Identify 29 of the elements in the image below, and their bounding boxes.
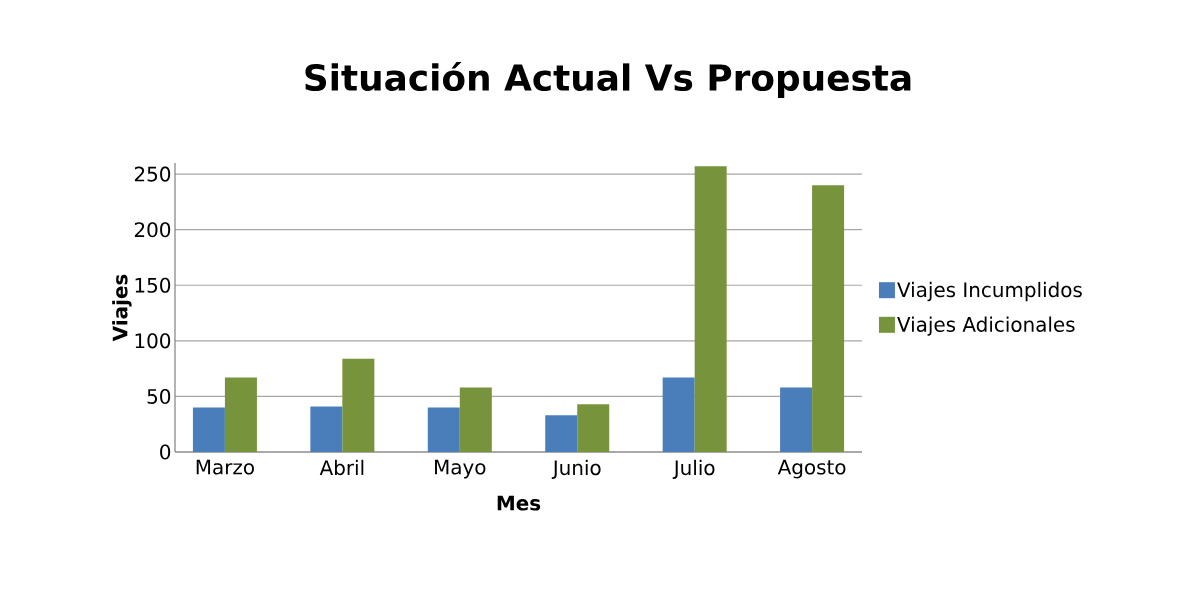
y-tick-label: 200 [134,222,171,238]
bar [310,406,343,452]
bar [577,404,610,452]
bar [780,387,813,452]
bar [545,415,578,452]
bar [427,407,460,452]
x-tick-label: Mayo [435,459,486,479]
x-tick-label: Agosto [777,459,846,479]
y-axis-title: Viajes [112,274,132,342]
bar [459,387,492,452]
y-tick-label: 250 [134,166,171,182]
x-axis-title: Mes [497,495,541,511]
y-tick-label: 50 [147,388,171,404]
bar [342,358,375,452]
y-tick-label: 0 [160,444,171,460]
y-tick-label: 150 [135,277,171,293]
x-tick-label: Junio [551,459,601,479]
y-tick-label: 100 [135,333,171,349]
x-tick-label: Abril [319,459,364,476]
bar [694,166,727,452]
x-tick-label: Marzo [196,459,254,475]
chart-title: Situación Actual Vs Propuesta [305,61,911,99]
legend-label: Viajes Incumplidos [897,281,1082,302]
legend-label: Viajes Adicionales [897,316,1075,336]
bar [662,377,695,452]
bar [812,185,845,452]
bar [224,377,257,452]
x-tick-label: Julio [672,459,715,479]
bar [192,407,225,452]
